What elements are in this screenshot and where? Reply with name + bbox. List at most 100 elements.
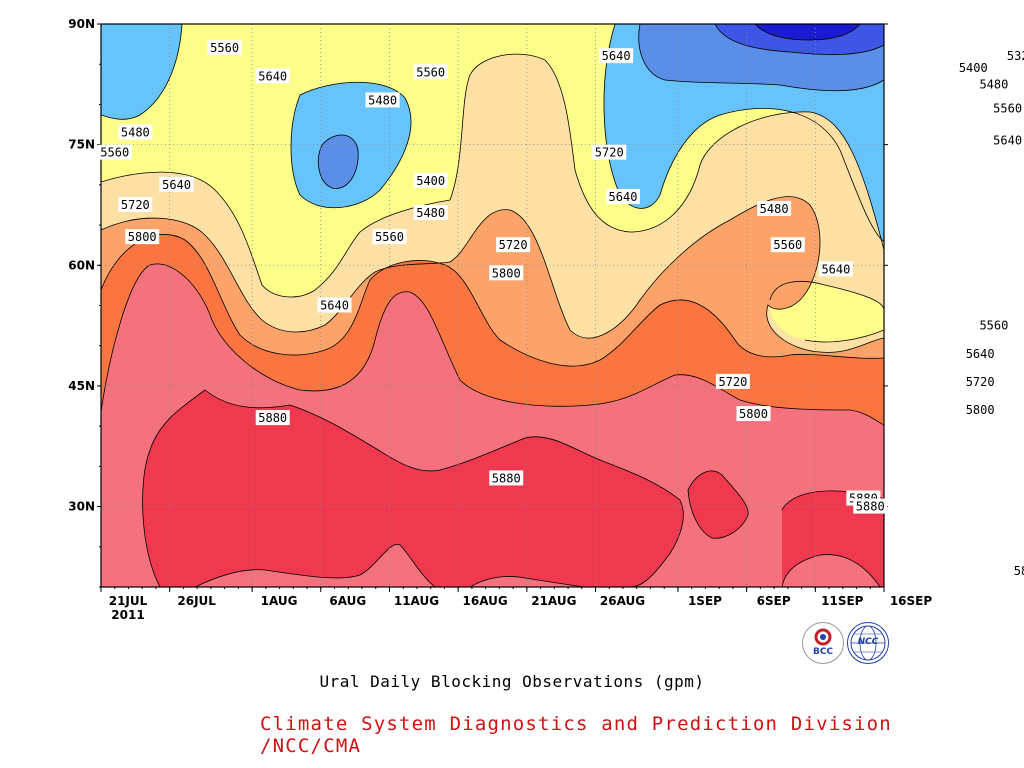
contour-label: 5560 xyxy=(413,64,448,80)
contour-labels: 5560 5640 5560 5480 5640 5320 5400 5480 5560 5640… xyxy=(97,40,1024,578)
contour-label: 5560 xyxy=(990,100,1024,116)
contour-label: 5720 xyxy=(715,373,750,389)
contour-label: 5480 xyxy=(118,124,153,140)
svg-text:5480: 5480 xyxy=(760,202,789,216)
svg-text:5560: 5560 xyxy=(979,319,1008,333)
contour-label: 5720 xyxy=(496,237,531,253)
contour-label: 5640 xyxy=(990,132,1024,148)
y-tick-label: 75N xyxy=(68,138,95,152)
svg-text:5640: 5640 xyxy=(993,134,1022,148)
y-tick-label: 45N xyxy=(68,379,95,393)
svg-text:5800: 5800 xyxy=(492,266,521,280)
contour-label: 5800 xyxy=(736,406,771,422)
contour-label: 5640 xyxy=(606,188,640,204)
svg-text:5640: 5640 xyxy=(966,347,995,361)
svg-text:5720: 5720 xyxy=(595,146,624,160)
contour-label: 5880 xyxy=(1011,562,1024,578)
svg-text:5560: 5560 xyxy=(100,146,129,160)
contour-label: 5560 xyxy=(97,144,132,160)
svg-text:5640: 5640 xyxy=(258,69,287,83)
x-tick-label: 11SEP xyxy=(821,594,864,608)
svg-text:5480: 5480 xyxy=(368,93,397,107)
contour-label: 5560 xyxy=(770,237,805,253)
contour-label: 5480 xyxy=(365,92,400,108)
svg-text:5560: 5560 xyxy=(773,238,802,252)
fill-5880-notch2 xyxy=(470,576,585,587)
x-tick-label: 26AUG xyxy=(600,594,645,608)
svg-text:5640: 5640 xyxy=(162,178,191,192)
contour-label: 5880 xyxy=(853,498,888,514)
ncc-logo-text: NCC xyxy=(857,637,879,647)
svg-text:5480: 5480 xyxy=(416,206,445,220)
svg-text:5560: 5560 xyxy=(993,101,1022,115)
svg-text:5640: 5640 xyxy=(821,262,850,276)
svg-text:5560: 5560 xyxy=(210,41,239,55)
svg-text:5800: 5800 xyxy=(739,407,768,421)
fill-lt5320 xyxy=(755,24,860,40)
svg-text:5320: 5320 xyxy=(1007,49,1024,63)
contour-label: 5640 xyxy=(818,261,853,277)
fill-gt5880-main xyxy=(142,390,684,587)
contour-lines xyxy=(101,24,884,587)
ncc-logo: NCC xyxy=(847,622,889,664)
svg-text:5400: 5400 xyxy=(959,61,988,75)
x-tick-label: 6AUG xyxy=(329,594,366,608)
svg-text:5640: 5640 xyxy=(609,190,638,204)
svg-text:5720: 5720 xyxy=(499,238,528,252)
contour-label: 5640 xyxy=(255,68,290,84)
contour-label: 5800 xyxy=(489,265,524,281)
chart-credit: Climate System Diagnostics and Predictio… xyxy=(260,713,892,757)
y-axis-labels: 30N 45N 60N 75N 90N xyxy=(68,17,95,514)
contour-label: 5560 xyxy=(372,229,407,245)
contour-label: 5720 xyxy=(118,196,153,212)
contour-label: 5560 xyxy=(976,317,1011,333)
x-year-label: 2011 xyxy=(111,608,144,622)
contour-label: 5800 xyxy=(963,402,998,418)
bcc-logo: BCC xyxy=(802,622,844,664)
svg-text:5720: 5720 xyxy=(718,375,747,389)
y-tick-label: 30N xyxy=(68,500,95,514)
svg-text:5640: 5640 xyxy=(602,49,631,63)
svg-text:5560: 5560 xyxy=(375,230,404,244)
bcc-logo-text: BCC xyxy=(812,647,834,657)
svg-text:5800: 5800 xyxy=(128,230,157,244)
svg-text:5880: 5880 xyxy=(1014,564,1024,578)
svg-text:5880: 5880 xyxy=(258,411,287,425)
contour-label: 5880 xyxy=(255,410,290,426)
x-tick-label: 11AUG xyxy=(394,594,439,608)
contour-label: 5560 xyxy=(207,40,242,56)
ncc-globe-icon xyxy=(850,625,886,661)
svg-text:5560: 5560 xyxy=(416,65,445,79)
y-tick-label: 90N xyxy=(68,17,95,31)
x-tick-label: 6SEP xyxy=(757,594,791,608)
svg-text:5640: 5640 xyxy=(320,299,349,313)
grid-lines xyxy=(101,24,884,587)
contour-label: 5480 xyxy=(757,200,792,216)
contour-label: 5640 xyxy=(963,345,998,361)
contour-label: 5400 xyxy=(956,60,991,76)
svg-text:5880: 5880 xyxy=(856,500,885,514)
contour-label: 5880 xyxy=(489,470,524,486)
svg-text:5720: 5720 xyxy=(966,375,995,389)
contour-label: 5400 xyxy=(413,172,448,188)
svg-text:5880: 5880 xyxy=(492,471,521,485)
axis-ticks xyxy=(97,23,888,592)
x-axis-labels: 21JUL 26JUL 1AUG 6AUG 11AUG 16AUG 21AUG 26AUG 1S… xyxy=(109,594,933,622)
contour-label: 5640 xyxy=(317,297,352,313)
contour-label: 5320 xyxy=(1004,48,1024,64)
bcc-emblem-icon xyxy=(814,628,832,646)
contour-label: 5720 xyxy=(592,144,627,160)
contour-label: 5800 xyxy=(125,229,160,245)
fill-5400-5480-mid xyxy=(318,134,359,189)
contour-chart: 30N 45N 60N 75N 90N 21JUL 26JUL 1AUG 6AUG 11AUG 1… xyxy=(68,17,1024,622)
x-tick-label: 16SEP xyxy=(890,594,933,608)
x-tick-label: 21AUG xyxy=(531,594,576,608)
svg-text:5480: 5480 xyxy=(979,77,1008,91)
x-tick-label: 26JUL xyxy=(177,594,216,608)
contour-label: 5720 xyxy=(963,373,998,389)
chart-title: Ural Daily Blocking Observations (gpm) xyxy=(319,672,705,691)
y-tick-label: 60N xyxy=(68,258,95,272)
contour-label: 5480 xyxy=(976,76,1011,92)
fill-5480-5560-nw xyxy=(101,24,182,120)
x-tick-label: 1AUG xyxy=(261,594,298,608)
